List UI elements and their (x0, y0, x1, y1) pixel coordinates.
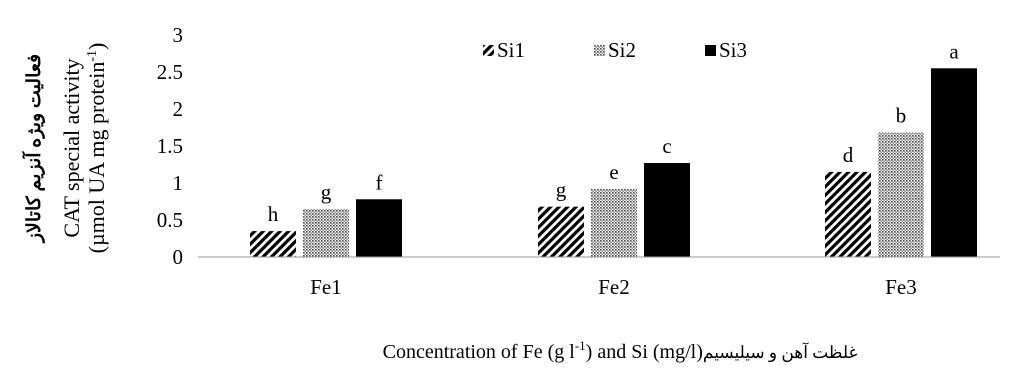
y-axis-ticks: 0 0.5 1 1.5 2 2.5 3 (157, 23, 183, 269)
significance-letter: f (376, 170, 383, 194)
bar-si1-fe2 (538, 206, 584, 257)
x-tick-label: Fe3 (885, 275, 917, 299)
legend-swatch-si1 (483, 45, 494, 56)
significance-letter: g (321, 180, 332, 204)
y-tick-label: 0 (173, 245, 184, 269)
significance-letter: g (556, 178, 567, 202)
bar-si2-fe3 (878, 132, 924, 257)
significance-letter: b (896, 104, 907, 128)
y-tick-label: 2 (173, 97, 184, 121)
significance-letter: d (843, 143, 854, 167)
y-axis-title-line2: (µmol UA mg protein-1) (84, 43, 109, 254)
bar-si3-fe1 (356, 199, 402, 257)
bar-si1-fe1 (250, 231, 296, 257)
y-tick-label: 2.5 (157, 60, 183, 84)
legend-label-si1: Si1 (497, 38, 525, 62)
x-tick-label: Fe2 (598, 275, 630, 299)
y-tick-label: 3 (173, 23, 184, 47)
bar-si3-fe2 (644, 163, 690, 257)
y-axis-title-line1: CAT special activity (59, 58, 84, 237)
x-axis-title: Concentration of Fe (g l-1) and Si (mg/l… (383, 338, 858, 363)
y-tick-label: 1 (173, 171, 184, 195)
significance-letter: e (609, 160, 618, 184)
significance-letter: c (662, 134, 671, 158)
y-tick-label: 1.5 (157, 134, 183, 158)
significance-letter: h (268, 202, 279, 226)
bar-si1-fe3 (825, 171, 871, 257)
y-tick-label: 0.5 (157, 208, 183, 232)
x-axis-tick-labels: Fe1 Fe2 Fe3 (310, 275, 917, 299)
y-axis-title: فعالیت ویژه آنزیم کاتالاز CAT special ac… (21, 43, 109, 254)
significance-letter: a (949, 39, 959, 63)
bar-si3-fe3 (931, 68, 977, 257)
legend-label-si2: Si2 (608, 38, 636, 62)
legend-swatch-si2 (594, 45, 605, 56)
y-axis-title-persian: فعالیت ویژه آنزیم کاتالاز (21, 54, 45, 244)
x-tick-label: Fe1 (310, 275, 342, 299)
bar-group (250, 68, 977, 257)
legend-label-si3: Si3 (719, 38, 747, 62)
legend: Si1 Si2 Si3 (483, 38, 747, 62)
bar-si2-fe1 (303, 208, 349, 257)
legend-swatch-si3 (705, 45, 716, 56)
bar-si2-fe2 (591, 188, 637, 257)
significance-letters: h g f g e c d b a (268, 39, 960, 226)
